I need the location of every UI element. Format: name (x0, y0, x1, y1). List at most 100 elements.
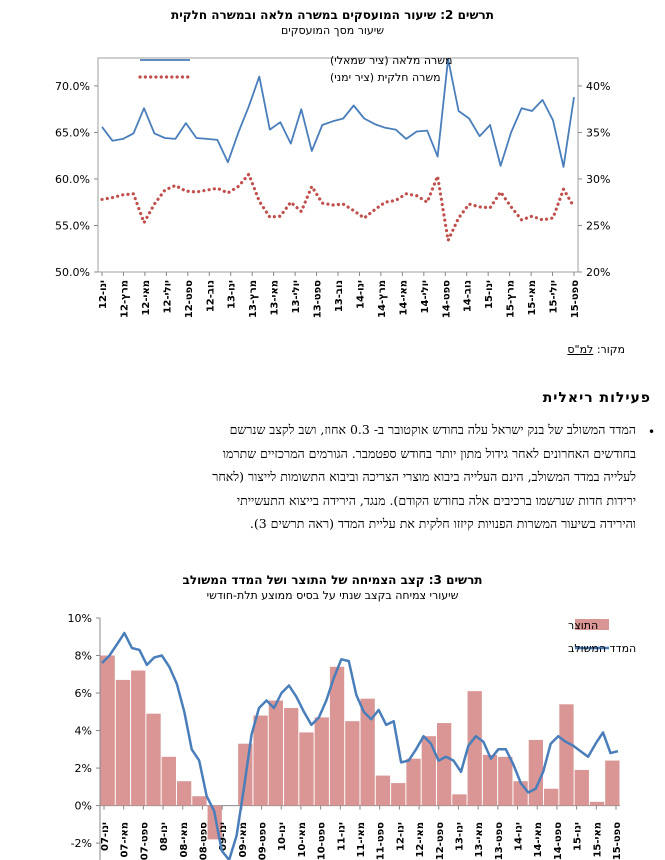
chart2-x-tick-label: ספט-15 (570, 280, 581, 318)
source-note: מקור: למ"ס (325, 343, 625, 356)
chart3-bar (375, 775, 391, 806)
chart3-x-tick-label: ינו-09 (218, 822, 229, 851)
chart3-bar (131, 670, 146, 806)
chart3-x-tick-label: ינו-07 (100, 822, 111, 851)
chart2-legend-label-1: משרה חלקית (ציר ימני) (330, 71, 441, 84)
chart2-figure: 70.0% 65.0% 60.0% 55.0% 50.0% 40% 35% 30% 25% 20%… (55, 54, 610, 318)
chart3-x-tick-label: ספט-14 (553, 822, 564, 860)
chart3-y-tick-label: 2% (75, 762, 92, 775)
chart3-x-tick-label: מאי-11 (356, 822, 367, 858)
chart3-x-tick-label: ינו-11 (336, 822, 347, 851)
paragraph-line: בחודשים האחרונים לאחר גידול מתון יותר בח… (222, 445, 636, 461)
chart3-bar (146, 713, 161, 806)
chart3-legend-label-bar: התוצר (568, 619, 598, 632)
chart3-bar (513, 781, 528, 806)
chart2-x-tick-label: נוב-14 (463, 280, 474, 312)
chart2-x-tick-label: ינו-14 (355, 280, 366, 309)
chart2-x-tick-label: מאי-12 (141, 280, 152, 316)
chart3-x-tick-label: מאי-13 (474, 822, 485, 858)
chart2-x-tick-label: יולי-13 (291, 280, 302, 313)
chart3-x-tick-label: ספט-08 (198, 822, 209, 860)
chart2-left-tick-label: 70.0% (55, 80, 90, 93)
chart2-x-tick-label: יולי-12 (162, 280, 173, 313)
chart2-x-tick-label: מרץ-15 (506, 280, 517, 318)
chart3-bar (345, 721, 360, 806)
chart2-right-tick-label: 35% (586, 126, 610, 139)
chart2-x-tick-label: מרץ-14 (377, 280, 388, 318)
chart2-left-tick-label: 60.0% (55, 173, 90, 186)
chart3-x-tick-label: ספט-15 (612, 822, 623, 860)
chart3-y-tick-label: -2% (71, 837, 92, 850)
chart2-legend-label-0: משרה מלאה (ציר שמאלי) (330, 54, 453, 67)
source-value: למ"ס (567, 343, 594, 356)
chart2-x-tick-label: ינו-13 (227, 280, 238, 309)
chart3-y-tick-label: 0% (75, 800, 92, 813)
chart3-bar (482, 754, 498, 806)
chart3-legend-swatch-bar (575, 619, 609, 630)
chart3-bar (452, 794, 467, 806)
chart2-x-tick-label: מאי-13 (270, 280, 281, 316)
chart3-x-tick-label: ינו-15 (573, 822, 584, 851)
chart3-bar (528, 739, 544, 806)
chart3-bar (421, 736, 436, 806)
chart2-title: תרשים 2: שיעור המועסקים במשרה מלאה ובמשר… (171, 8, 494, 22)
chart3-bar (314, 717, 329, 806)
chart2-series-line-1 (100, 172, 576, 242)
chart3-x-tick-label: ינו-13 (454, 822, 465, 851)
chart3-bar (284, 708, 299, 806)
chart2-x-tick-label: יולי-14 (420, 280, 431, 313)
chart3-bar (115, 679, 131, 806)
chart3-x-tick-label: ספט-07 (139, 822, 150, 860)
chart3-x-tick-label: ספט-12 (435, 822, 446, 860)
chart3-bar (544, 788, 559, 806)
chart2-x-tick-label: יולי-15 (549, 280, 560, 313)
chart3-x-tick-label: ספט-09 (258, 822, 269, 860)
chart3-bar (161, 756, 176, 806)
chart3-x-tick-label: מאי-09 (238, 822, 249, 858)
chart2-x-tick-label: ספט-12 (184, 280, 195, 318)
chart3-y-tick-label: 10% (68, 612, 92, 625)
chart3-x-tick-label: ספט-10 (317, 822, 328, 860)
chart3-x-tick-label: ינו-14 (514, 822, 525, 851)
chart3-bar (498, 756, 513, 806)
chart3-x-tick-label: מאי-15 (592, 822, 603, 858)
chart3-line (101, 631, 619, 860)
chart3-bar (253, 715, 268, 806)
bullet-marker: • (648, 425, 656, 439)
chart3-bar (467, 691, 482, 806)
chart2-plot-frame (97, 57, 579, 273)
chart3-x-tick-label: ינו-12 (395, 822, 406, 851)
chart3-x-tick-label: ספט-11 (376, 822, 387, 860)
chart3-bar (574, 769, 589, 806)
chart3-figure: 10% 8% 6% 4% 2% 0% -2% ינו-07 מאי-07 ספט-07 ינו-08… (68, 612, 636, 860)
chart3-subtitle: שיעורי צמיחה בקצב שנתי על בסיס ממוצע תלת… (206, 589, 459, 602)
source-label: מקור: (596, 343, 625, 356)
chart3-y-tick-label: 8% (75, 650, 92, 663)
chart3-bar (299, 732, 314, 806)
chart2-x-tick-label: מאי-14 (398, 280, 409, 316)
chart2-left-tick-label: 65.0% (55, 126, 90, 139)
chart2-x-tick-label: מרץ-13 (248, 280, 259, 318)
chart3-bar (559, 704, 574, 806)
chart2-x-tick-label: נוב-13 (334, 280, 345, 312)
chart3-bar (360, 698, 375, 806)
chart3-bar (406, 758, 421, 806)
chart3-x-tick-label: מאי-14 (533, 822, 544, 858)
chart3-bar (329, 666, 345, 806)
chart3-bar (192, 796, 207, 806)
chart3-bar (268, 700, 284, 806)
chart2-x-tick-label: ינו-15 (484, 280, 495, 309)
chart3-y-tick-label: 6% (75, 687, 92, 700)
chart3-x-tick-label: מאי-07 (120, 822, 131, 858)
chart2-left-tick-label: 55.0% (55, 219, 90, 232)
chart2-x-tick-label: ספט-13 (313, 280, 324, 318)
chart3-x-tick-label: ספט-13 (494, 822, 505, 860)
chart2-left-tick-label: 50.0% (55, 266, 90, 279)
chart3-bar (436, 723, 452, 806)
chart2-x-tick-label: ינו-12 (98, 280, 109, 309)
chart2-x-tick-label: ספט-14 (441, 280, 452, 318)
chart2-x-tick-label: נוב-12 (205, 280, 216, 312)
chart3-y-tick-label: 4% (75, 725, 92, 738)
section-title: פעילות ריאלית (542, 390, 651, 406)
paragraph: המדד המשולב של בנק ישראל עלה בחודש אוקטו… (38, 418, 636, 536)
